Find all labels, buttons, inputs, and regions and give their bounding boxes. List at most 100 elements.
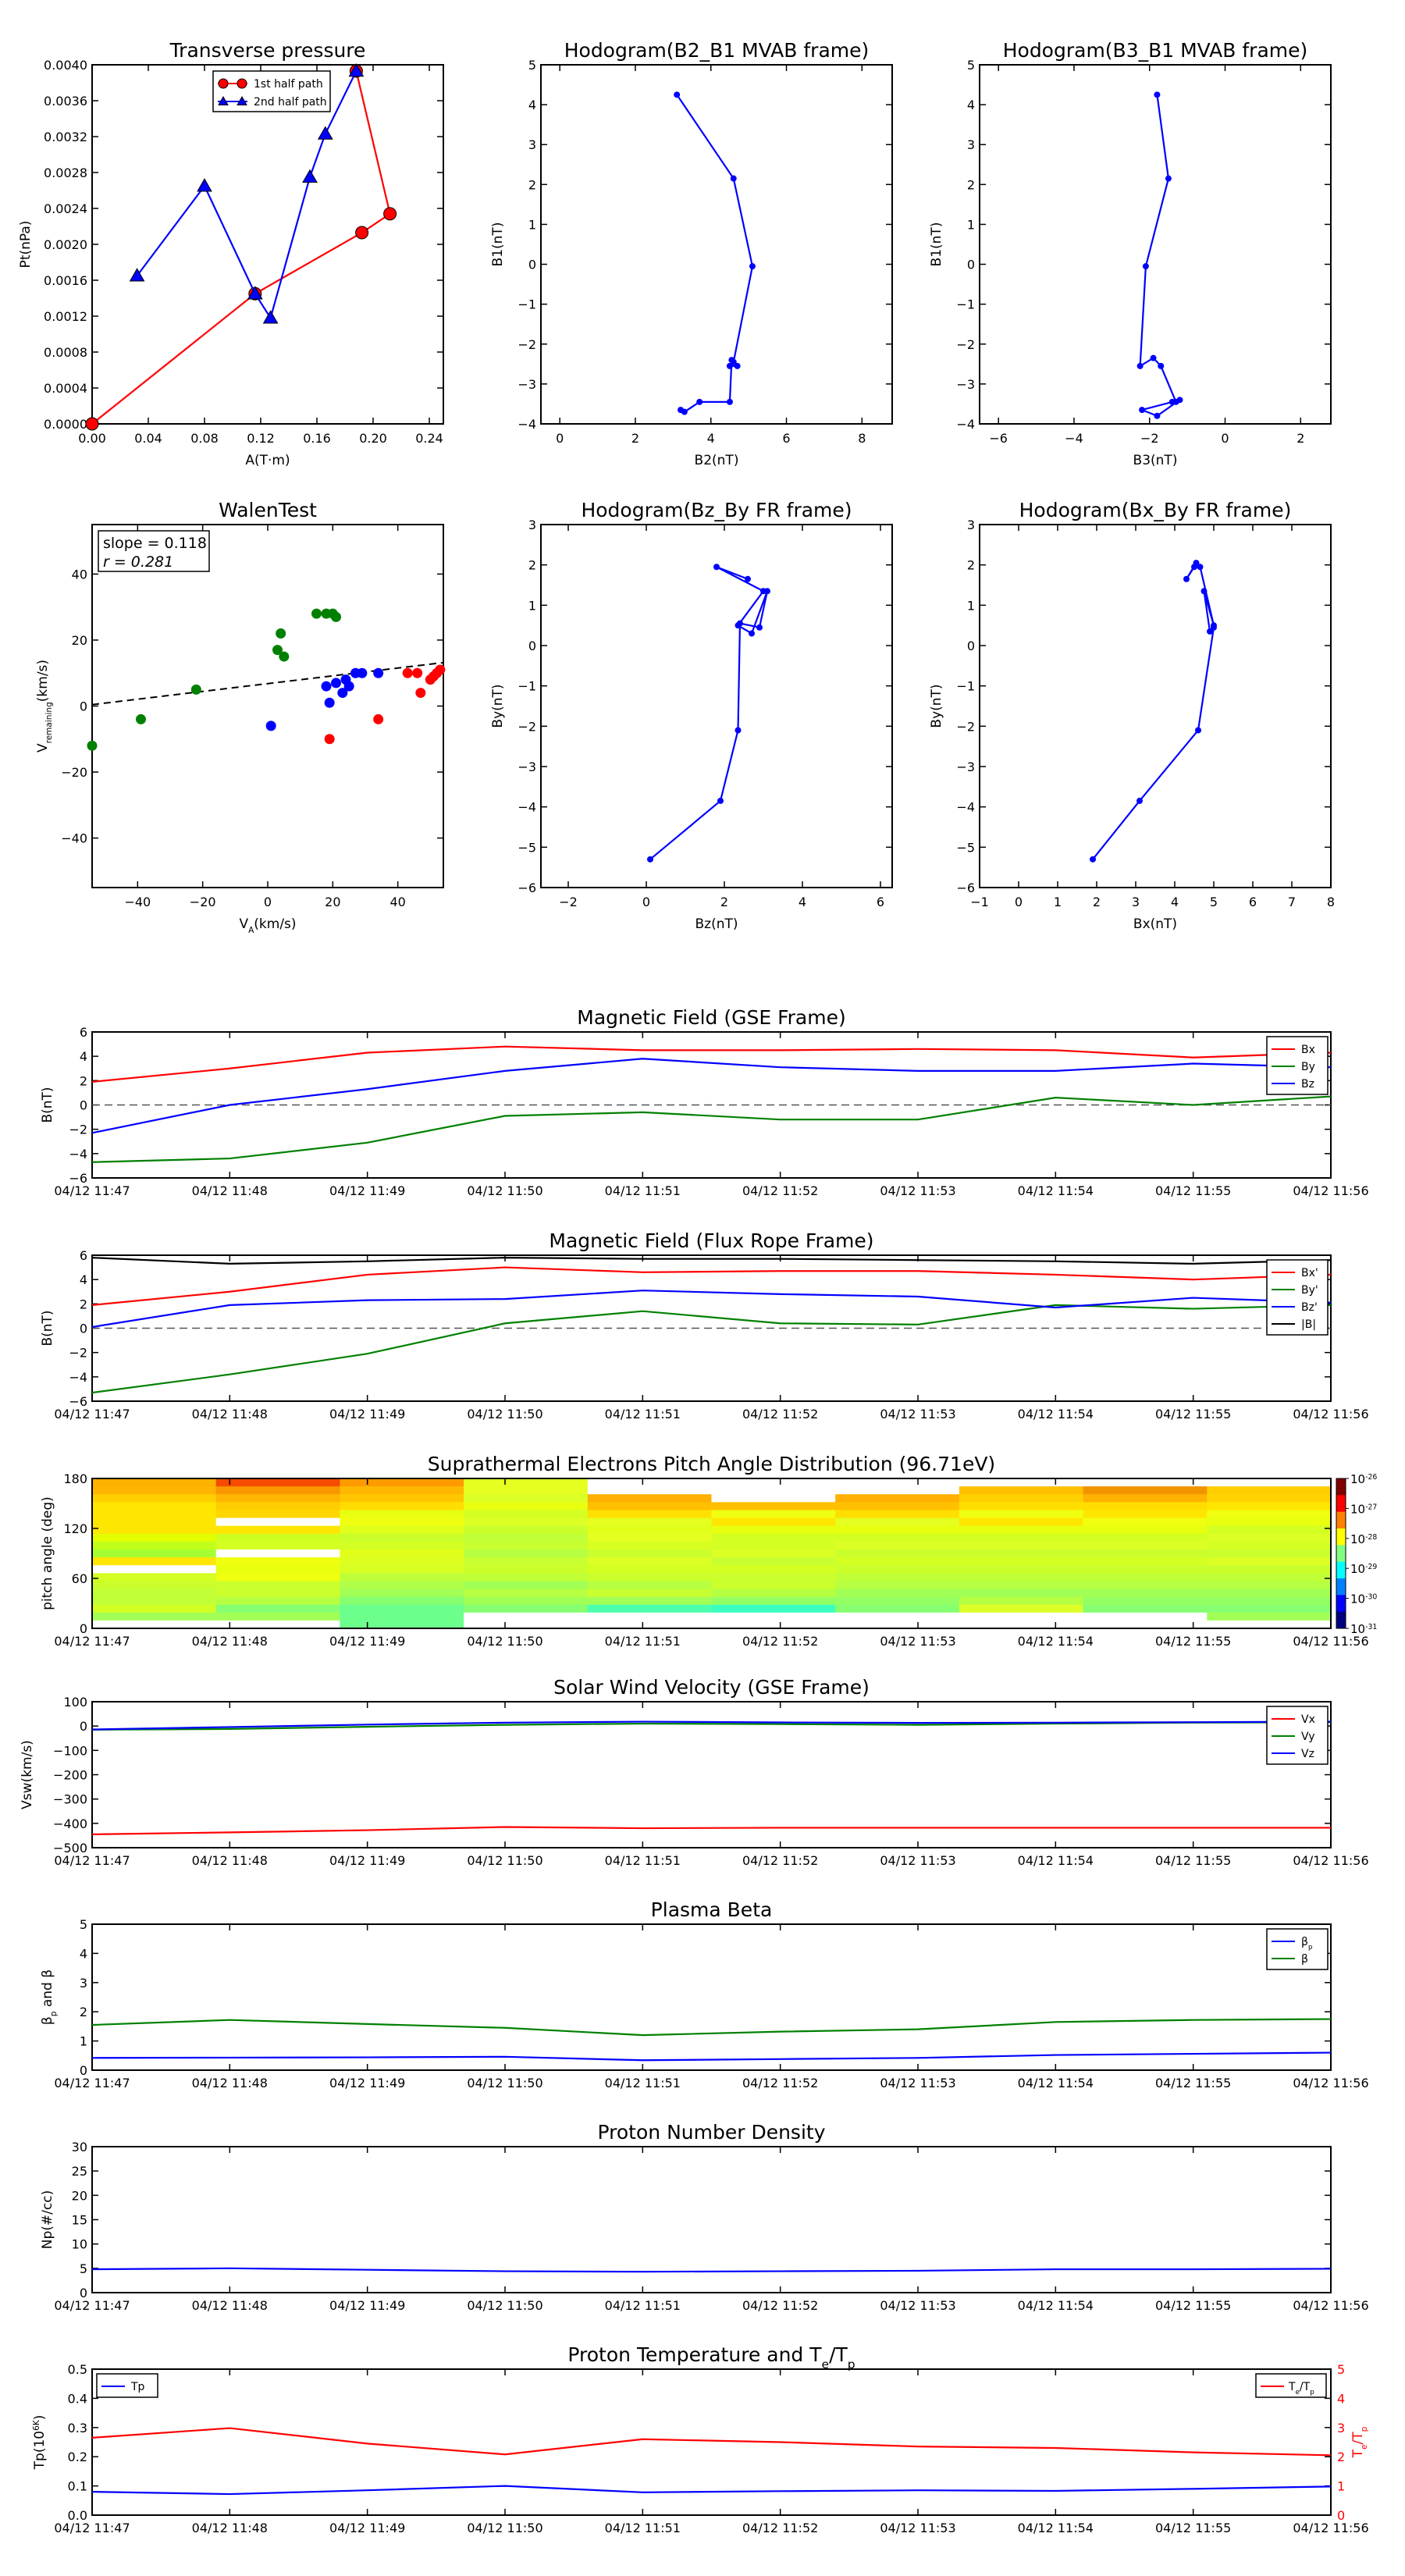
x-tick-label: 04/12 11:53 [880,2076,955,2090]
heatmap-cell [1083,1510,1208,1519]
x-tick-label: 04/12 11:47 [54,1407,130,1421]
plot-frame [540,64,893,425]
heatmap-cell [464,1494,589,1503]
heatmap-cell [464,1557,589,1566]
y-tick-label: 100 [63,1695,87,1710]
heatmap-cell [340,1604,464,1614]
heatmap-cell [92,1541,217,1550]
heatmap-cell [340,1589,464,1598]
x-tick-label: 04/12 11:52 [742,2076,818,2090]
heatmap-cell [215,1581,340,1589]
legend-label: |B| [1301,1318,1316,1331]
heatmap-cell [92,1604,217,1614]
heatmap-cell [92,1478,217,1487]
y-tick-label: 0.0008 [44,345,87,360]
heatmap-cell [1083,1494,1208,1503]
heatmap-cell [340,1517,464,1527]
chart-hodo_bzby: Hodogram(Bz_By FR frame) −2 0 2 4 6 −6 −5 −4 −3 −2… [490,499,893,932]
y-tick-label: 0 [80,699,87,714]
y-tick-label: 3 [967,137,975,152]
y-tick-label: 1 [528,598,536,613]
heatmap-cell [464,1581,589,1589]
legend-label: βp [1301,1936,1313,1952]
x-tick-label: 04/12 11:52 [742,1853,818,1868]
data-point [696,398,703,405]
y-axis-label: B1(nT) [490,222,506,267]
x-tick-label: 1 [1054,895,1062,909]
y-axis-label-right: Te/Tp [1350,2426,1369,2458]
x-tick-label: 04/12 11:48 [192,2076,268,2090]
data-point [218,78,229,89]
x-tick-label: 0.12 [247,431,275,446]
heatmap-cell [1083,1541,1208,1550]
data-point [348,63,365,77]
x-tick-label: 04/12 11:50 [467,1634,542,1649]
heatmap-cell [1083,1604,1208,1614]
heatmap-cell [835,1589,960,1598]
x-tick-label: 0.08 [190,431,219,446]
x-tick-label: 04/12 11:51 [605,1853,681,1868]
x-axis-label: Bz(nT) [695,916,738,932]
heatmap-cell [92,1596,217,1606]
series-line [91,1290,1332,1329]
x-tick-label: 04/12 11:49 [329,2521,405,2535]
x-tick-label: 04/12 11:49 [329,1853,405,1868]
heatmap-cell [711,1517,836,1527]
y-tick-label: −3 [518,377,536,392]
y-tick-label: −2 [956,337,975,352]
x-tick-label: 2 [720,895,728,909]
heatmap-cell [92,1620,217,1629]
heatmap-cell [464,1620,589,1629]
y-tick-label: 0.0024 [44,201,87,216]
heatmap-cell [835,1533,960,1542]
colorbar-cell [1336,1578,1346,1596]
heatmap-cell [1207,1494,1332,1503]
heatmap-cell [92,1581,217,1589]
heatmap-cell [711,1565,836,1574]
data-point [1183,575,1190,582]
heatmap-cell [464,1486,589,1495]
heatmap-cell [1207,1573,1332,1582]
y-tick-label: 2 [80,2005,87,2019]
data-point [129,268,145,282]
y-tick-label: −2 [956,719,975,734]
heatmap-cell [92,1573,217,1582]
heatmap-cell [959,1589,1084,1598]
x-axis-label: B2(nT) [695,453,739,468]
heatmap-cell [711,1604,836,1614]
y-tick-label: 0.5 [68,2362,87,2377]
heatmap-cell [835,1596,960,1606]
plot-title: Transverse pressure [169,39,366,62]
colorbar-cell [1336,1495,1346,1513]
y-tick-label: 6 [80,1248,87,1263]
series-line [91,2267,1332,2273]
plot-title: Plasma Beta [651,1898,773,1921]
x-tick-label: 04/12 11:56 [1293,2521,1368,2535]
y-tick-label: 5 [528,58,536,73]
heatmap-cell [1083,1612,1208,1621]
data-point [337,688,348,699]
heatmap-cell [711,1596,836,1606]
y-axis-label: βp and β [40,1969,59,2025]
data-point [85,417,99,431]
plot-frame [540,524,893,888]
heatmap-cell [340,1541,464,1550]
heatmap-cell [1207,1525,1332,1535]
y-tick-label: 4 [80,1946,87,1961]
x-tick-label: 0.24 [415,431,443,446]
data-point [343,681,354,692]
y-tick-label-right: 5 [1337,2362,1345,2377]
data-point [87,740,98,751]
y-tick-label: −1 [956,679,975,694]
series-line [91,1826,1331,1835]
x-tick-label: 04/12 11:48 [192,2521,268,2535]
heatmap-cell [959,1573,1084,1582]
data-point [237,95,247,105]
heatmap-cell [92,1565,217,1574]
y-tick-label: 0.2 [68,2450,87,2464]
heatmap-cell [215,1478,340,1487]
data-point [726,362,733,369]
x-tick-label: −2 [1140,431,1159,446]
data-point [247,286,263,300]
